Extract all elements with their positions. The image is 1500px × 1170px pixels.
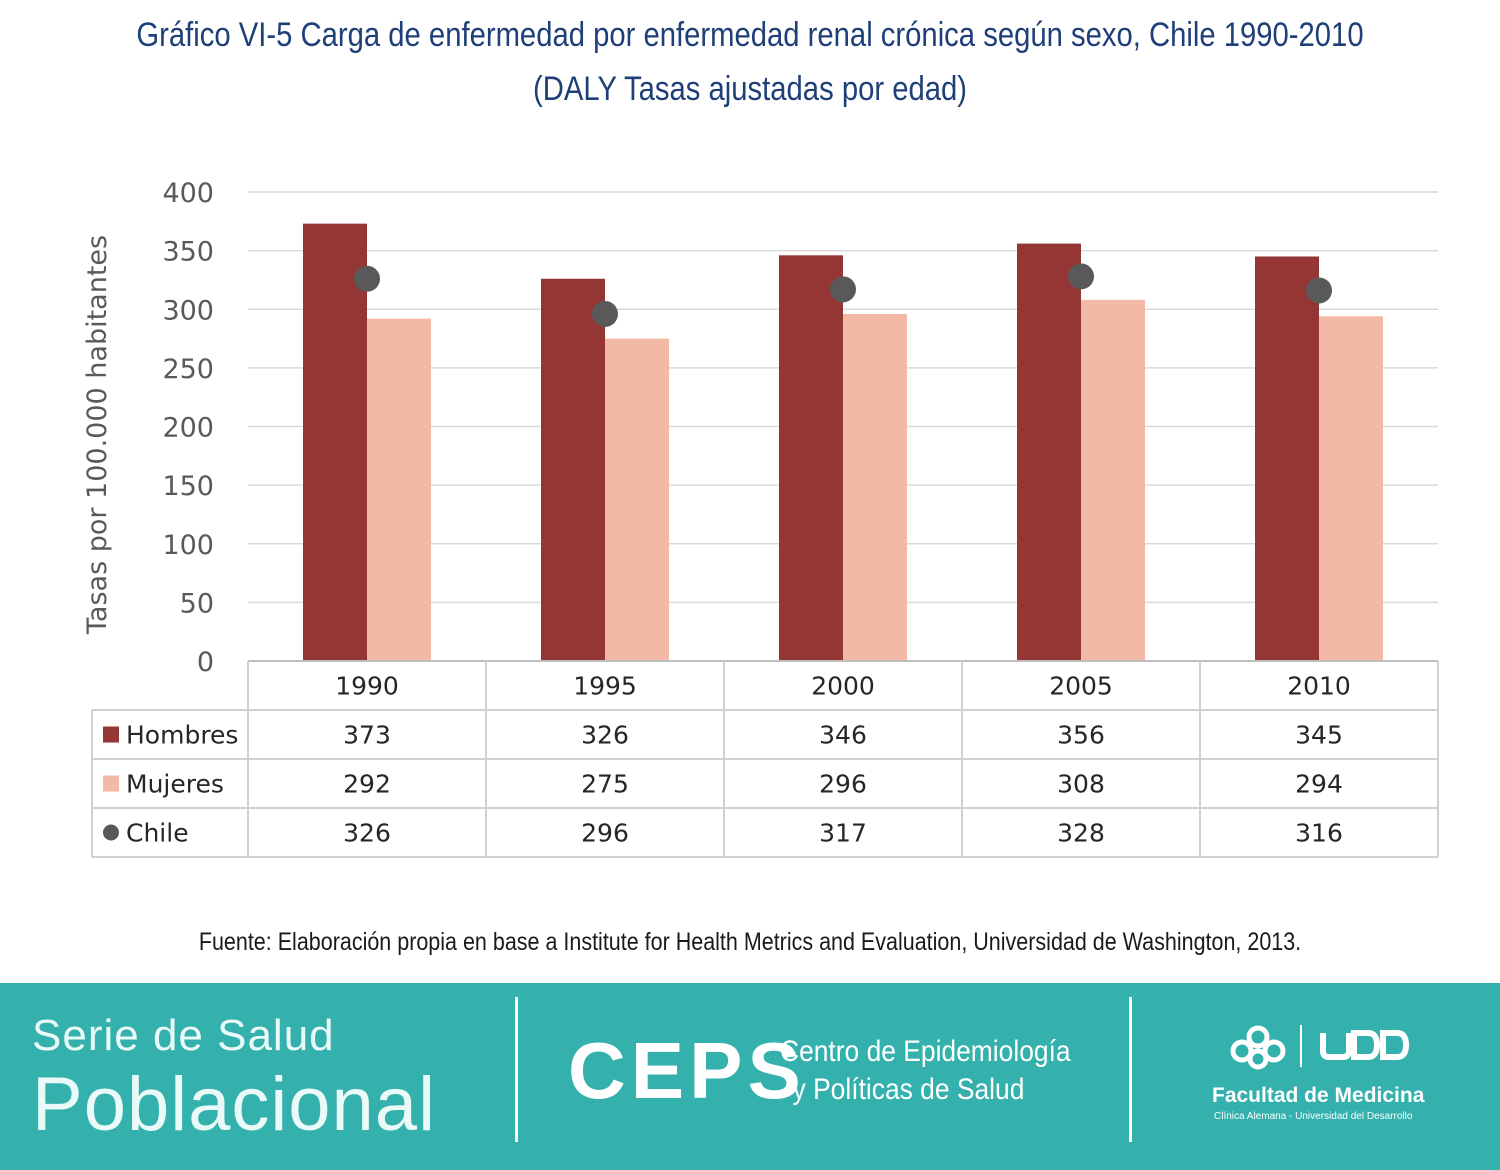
data-label: 373 [343, 721, 391, 750]
point-chile [354, 265, 380, 292]
logo-divider [1300, 1025, 1302, 1067]
y-tick-label: 300 [162, 295, 214, 326]
source-note: Fuente: Elaboración propia en base a Ins… [198, 928, 1302, 956]
chart-title-line-2: (DALY Tasas ajustadas por edad) [532, 70, 967, 108]
udd-logo [1230, 1025, 1410, 1070]
bar-mujeres [1319, 316, 1383, 661]
chart-title-line-1: Gráfico VI-5 Carga de enfermedad por enf… [136, 16, 1364, 54]
y-tick-label: 0 [197, 647, 214, 678]
x-tick-label: 2000 [811, 672, 875, 701]
data-label: 275 [581, 770, 629, 799]
bar-hombres [1255, 256, 1319, 661]
data-label: 328 [1057, 819, 1105, 848]
serie-label: Serie de Salud [32, 1011, 335, 1060]
x-tick-label: 1990 [335, 672, 399, 701]
clinica-alemana-icon [1230, 1025, 1286, 1070]
data-label: 296 [819, 770, 867, 799]
bar-mujeres [605, 338, 669, 661]
chart-title: Gráfico VI-5 Carga de enfermedad por enf… [105, 8, 1395, 116]
footer-divider [1129, 997, 1132, 1142]
y-tick-label: 200 [162, 413, 214, 444]
y-tick-label: 400 [162, 178, 214, 209]
ceps-logo: CEPS [568, 1026, 806, 1115]
data-label: 317 [819, 819, 867, 848]
footer-divider [515, 997, 518, 1142]
footer-banner: Serie de Salud Poblacional CEPS Centro d… [0, 983, 1500, 1170]
y-tick-label: 100 [162, 530, 214, 561]
point-chile [830, 276, 856, 303]
bar-hombres [303, 223, 367, 661]
point-chile [592, 300, 618, 327]
x-tick-label: 2010 [1287, 672, 1351, 701]
chart: 0 50 100 150 200 250 300 350 400 Tasas por 100.00… [82, 178, 1439, 858]
data-label: 356 [1057, 721, 1105, 750]
bar-hombres [1017, 243, 1081, 661]
x-tick-label: 1995 [573, 672, 637, 701]
legend-label-chile: Chile [126, 819, 189, 848]
y-tick-label: 150 [162, 471, 214, 502]
point-chile [1068, 263, 1094, 290]
legend-marker-chile [103, 824, 119, 841]
bar-hombres [779, 255, 843, 661]
udd-wordmark [1320, 1030, 1410, 1060]
ceps-name-line-1: Centro de Epidemiología [780, 1035, 1071, 1068]
data-label: 308 [1057, 770, 1105, 799]
data-label: 326 [581, 721, 629, 750]
legend-label-mujeres: Mujeres [126, 770, 224, 799]
data-label: 345 [1295, 721, 1343, 750]
legend-marker-mujeres [103, 775, 119, 792]
y-tick-label: 350 [162, 237, 214, 268]
ceps-name: Centro de Epidemiología y Políticas de S… [780, 1033, 1071, 1109]
y-tick-label: 250 [162, 354, 214, 385]
data-label: 346 [819, 721, 867, 750]
legend-label-hombres: Hombres [126, 721, 238, 750]
y-axis-title: Tasas por 100.000 habitantes [82, 235, 113, 635]
data-label: 292 [343, 770, 391, 799]
legend-marker-hombres [103, 726, 119, 743]
poblacional-label: Poblacional [32, 1062, 436, 1147]
data-label: 316 [1295, 819, 1343, 848]
data-label: 294 [1295, 770, 1343, 799]
bar-mujeres [843, 313, 907, 661]
facultad-label: Facultad de Medicina [1212, 1084, 1425, 1107]
bar-mujeres [1081, 299, 1145, 661]
y-tick-label: 50 [180, 588, 214, 619]
ceps-name-line-2: y Políticas de Salud [792, 1073, 1025, 1106]
facultad-sub-label: Clínica Alemana - Universidad del Desarr… [1214, 1111, 1413, 1122]
bar-mujeres [367, 318, 431, 661]
data-label: 326 [343, 819, 391, 848]
bar-hombres [541, 278, 605, 661]
data-label: 296 [581, 819, 629, 848]
point-chile [1306, 277, 1332, 304]
x-tick-label: 2005 [1049, 672, 1113, 701]
